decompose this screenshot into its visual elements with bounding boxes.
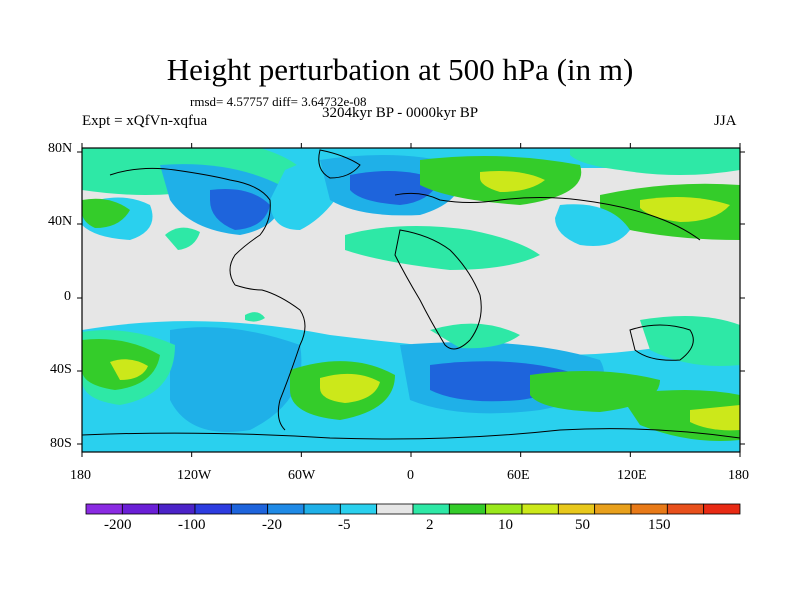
coastline-antarctica — [82, 428, 740, 440]
colorbar-label: 2 — [426, 517, 434, 533]
field-region — [640, 316, 740, 366]
lon-label-0: 0 — [407, 468, 414, 483]
colorbar-box — [666, 503, 705, 515]
plot-title: Height perturbation at 500 hPa (in m) — [166, 52, 634, 87]
stats-line: rmsd= 4.57757 diff= 3.64732e-08 — [190, 94, 367, 109]
lon-label-180e: 180 — [728, 468, 749, 483]
colorbar-box — [703, 503, 741, 515]
lon-label-60e: 60E — [507, 468, 530, 483]
colorbar-box — [158, 503, 196, 515]
colorbar-label: -200 — [104, 517, 132, 533]
colorbar-box — [267, 503, 305, 515]
field-region — [245, 312, 265, 322]
axis-ticks — [77, 143, 745, 457]
colorbar-label: -20 — [262, 517, 282, 533]
colorbar-box — [303, 503, 341, 515]
field-region — [210, 189, 270, 230]
colorbar-box — [594, 503, 632, 515]
lon-label-60w: 60W — [288, 468, 316, 483]
field-region — [690, 405, 740, 431]
colorbar-box — [121, 503, 160, 515]
colorbar-label: 50 — [575, 517, 590, 533]
field-region — [640, 196, 730, 222]
colorbar-box — [194, 503, 232, 515]
lat-label-eq: 0 — [64, 289, 71, 304]
experiment-label: Expt = xQfVn-xqfua — [82, 113, 208, 129]
colorbar-box — [630, 503, 668, 515]
field-region — [555, 204, 630, 246]
lon-label-120e: 120E — [617, 468, 647, 483]
lat-label-40s: 40S — [50, 362, 72, 377]
colorbar-label: 10 — [498, 517, 513, 533]
colorbar-box — [448, 503, 487, 515]
colorbar-box — [521, 503, 559, 515]
colorbar-box — [557, 503, 596, 515]
colorbar-box — [412, 503, 450, 515]
field-region — [570, 148, 740, 175]
colorbar — [85, 503, 741, 515]
lat-label-40n: 40N — [48, 214, 73, 229]
colorbar-box — [339, 503, 378, 515]
colorbar-label: -100 — [178, 517, 206, 533]
coastline-eurasia — [394, 192, 701, 241]
field-region — [82, 198, 130, 228]
colorbar-box — [485, 503, 523, 515]
field-region — [350, 171, 440, 205]
lat-label-80n: 80N — [48, 141, 73, 156]
field-region — [430, 323, 520, 349]
lon-label-120w: 120W — [177, 468, 212, 483]
coastline-greenland — [318, 149, 361, 179]
field-region — [110, 359, 148, 380]
lat-label-80s: 80S — [50, 436, 72, 451]
field-region — [480, 171, 545, 192]
field-region — [345, 226, 540, 270]
coastline-north-america — [109, 167, 271, 286]
field-region — [165, 227, 200, 250]
coastline-africa — [394, 229, 482, 350]
map-field — [82, 148, 740, 452]
colorbar-box — [85, 503, 123, 515]
colorbar-label: -5 — [338, 517, 351, 533]
period-label: 3204kyr BP - 0000kyr BP — [322, 105, 479, 121]
coastline-south-america — [234, 284, 306, 431]
coastlines — [82, 149, 740, 440]
colorbar-box — [376, 503, 414, 515]
colorbar-box — [230, 503, 269, 515]
field-region — [320, 373, 380, 403]
coastline-australia — [629, 324, 694, 361]
colorbar-label: 150 — [648, 517, 671, 533]
field-region — [170, 327, 302, 432]
season-label: JJA — [714, 113, 737, 129]
lon-label-180w: 180 — [70, 468, 91, 483]
